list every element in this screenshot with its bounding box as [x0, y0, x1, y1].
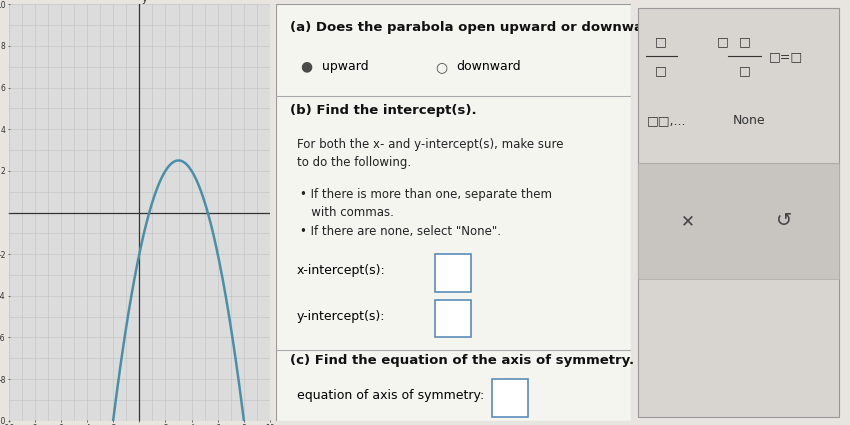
Text: x-intercept(s):: x-intercept(s):	[297, 264, 386, 277]
Text: y: y	[142, 0, 148, 4]
Text: upward: upward	[321, 60, 368, 73]
Text: ○: ○	[435, 60, 447, 74]
Text: (c) Find the equation of the axis of symmetry.: (c) Find the equation of the axis of sym…	[290, 354, 634, 367]
FancyBboxPatch shape	[638, 162, 840, 279]
Text: ↺: ↺	[776, 211, 792, 230]
Text: □: □	[654, 35, 666, 48]
FancyBboxPatch shape	[638, 8, 840, 416]
Text: ✕: ✕	[681, 212, 694, 230]
Text: downward: downward	[456, 60, 521, 73]
FancyBboxPatch shape	[435, 254, 471, 292]
Text: • If there is more than one, separate them
   with commas.: • If there is more than one, separate th…	[300, 187, 552, 218]
Text: □: □	[717, 35, 728, 48]
Text: □: □	[739, 65, 751, 77]
Text: • If there are none, select "None".: • If there are none, select "None".	[300, 225, 502, 238]
Text: □=□: □=□	[769, 50, 803, 63]
Text: (a) Does the parabola open upward or downward?: (a) Does the parabola open upward or dow…	[290, 21, 666, 34]
Text: □: □	[739, 35, 751, 48]
FancyBboxPatch shape	[492, 379, 528, 416]
Text: equation of axis of symmetry:: equation of axis of symmetry:	[297, 389, 484, 402]
Text: □□,...: □□,...	[647, 114, 687, 127]
Text: ●: ●	[300, 60, 313, 74]
Text: For both the x- and y-intercept(s), make sure
to do the following.: For both the x- and y-intercept(s), make…	[297, 138, 564, 169]
FancyBboxPatch shape	[275, 4, 631, 421]
FancyBboxPatch shape	[435, 300, 471, 337]
Text: □: □	[654, 65, 666, 77]
Text: None: None	[733, 114, 765, 127]
Text: (b) Find the intercept(s).: (b) Find the intercept(s).	[290, 104, 476, 117]
Text: x: x	[278, 199, 284, 210]
Text: y-intercept(s):: y-intercept(s):	[297, 310, 385, 323]
